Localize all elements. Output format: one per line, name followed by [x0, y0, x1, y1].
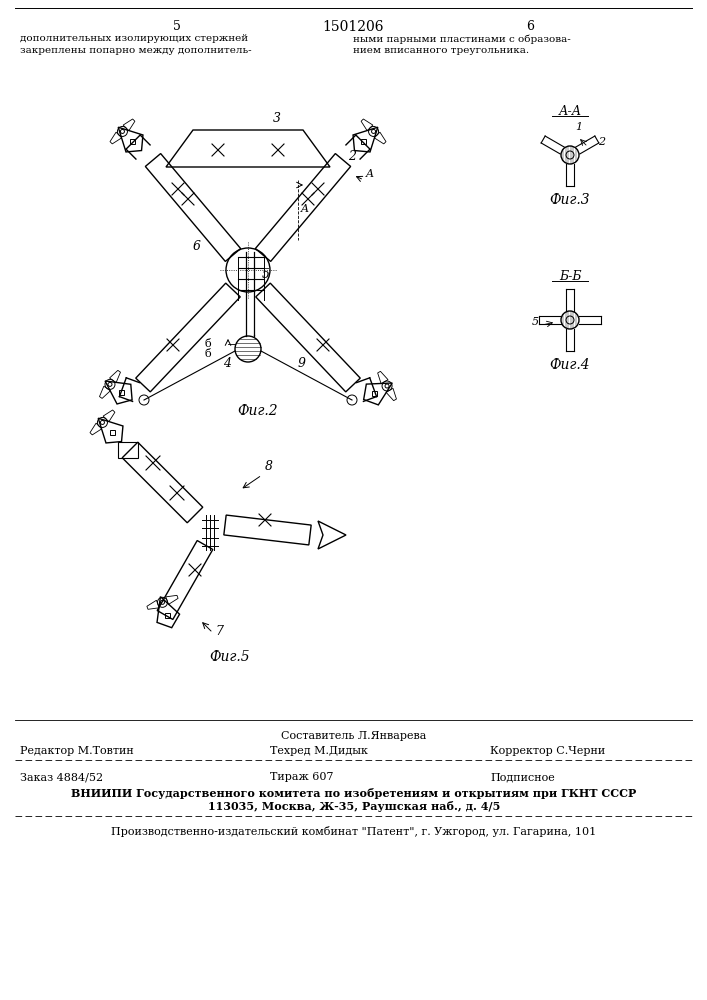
Text: 5: 5	[262, 268, 270, 281]
Text: б: б	[204, 339, 211, 349]
Bar	[118, 442, 138, 458]
Text: Корректор С.Черни: Корректор С.Черни	[490, 746, 605, 756]
Text: 4: 4	[223, 357, 231, 370]
Text: Редактор М.Товтин: Редактор М.Товтин	[20, 746, 134, 756]
Text: 9: 9	[298, 357, 306, 370]
Text: Тираж 607: Тираж 607	[270, 772, 334, 782]
Text: дополнительных изолирующих стержней: дополнительных изолирующих стержней	[20, 34, 248, 43]
Bar	[165, 613, 170, 618]
Text: 2: 2	[348, 150, 356, 163]
Text: A: A	[366, 169, 374, 179]
Bar	[119, 390, 124, 395]
Text: Заказ 4884/52: Заказ 4884/52	[20, 772, 103, 782]
Text: Производственно-издательский комбинат "Патент", г. Ужгород, ул. Гагарина, 101: Производственно-издательский комбинат "П…	[112, 826, 597, 837]
Text: Составитель Л.Январева: Составитель Л.Январева	[281, 731, 427, 741]
Bar	[110, 430, 115, 435]
Text: 1: 1	[575, 122, 582, 132]
Text: Фиг.2: Фиг.2	[238, 404, 279, 418]
Text: 6: 6	[526, 20, 534, 33]
Text: Фиг.5: Фиг.5	[210, 650, 250, 664]
Text: ными парными пластинами с образова-: ными парными пластинами с образова-	[353, 34, 571, 43]
Bar	[373, 390, 378, 395]
Text: 5: 5	[173, 20, 181, 33]
Text: б: б	[204, 349, 211, 359]
Text: А-А: А-А	[559, 105, 582, 118]
Text: 7: 7	[215, 625, 223, 638]
Text: 2: 2	[598, 137, 605, 147]
Text: 1501206: 1501206	[322, 20, 384, 34]
Bar	[361, 139, 366, 144]
Text: Фиг.4: Фиг.4	[549, 358, 590, 372]
Text: нием вписанного треугольника.: нием вписанного треугольника.	[353, 46, 529, 55]
Text: Подписное: Подписное	[490, 772, 555, 782]
Text: Техред М.Дидык: Техред М.Дидык	[270, 746, 368, 756]
Text: закреплены попарно между дополнитель-: закреплены попарно между дополнитель-	[20, 46, 252, 55]
Bar	[130, 139, 135, 144]
Text: 5: 5	[532, 317, 539, 327]
Text: 3: 3	[273, 112, 281, 125]
Text: 6: 6	[193, 240, 201, 253]
Text: Фиг.3: Фиг.3	[549, 193, 590, 207]
Text: Б-Б: Б-Б	[559, 270, 581, 283]
Text: 8: 8	[265, 460, 273, 473]
Text: ВНИИПИ Государственного комитета по изобретениям и открытиям при ГКНТ СССР: ВНИИПИ Государственного комитета по изоб…	[71, 788, 636, 799]
Text: A: A	[301, 204, 309, 214]
Text: 113035, Москва, Ж-35, Раушская наб., д. 4/5: 113035, Москва, Ж-35, Раушская наб., д. …	[208, 801, 500, 812]
